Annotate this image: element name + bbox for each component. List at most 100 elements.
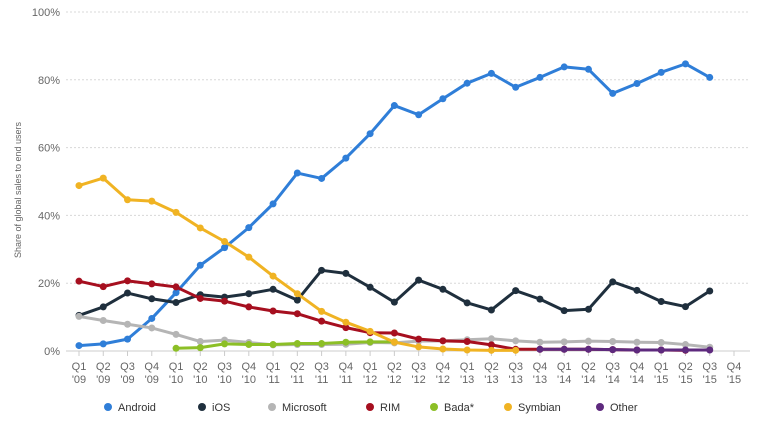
- data-point-microsoft[interactable]: [196, 338, 204, 346]
- data-point-other[interactable]: [609, 346, 617, 354]
- data-point-symbian[interactable]: [318, 307, 326, 315]
- data-point-android[interactable]: [366, 130, 374, 138]
- data-point-ios[interactable]: [439, 285, 447, 293]
- data-point-symbian[interactable]: [245, 253, 253, 261]
- legend[interactable]: Android iOS Microsoft RIM Bada* Symbian Other: [104, 402, 638, 414]
- data-point-android[interactable]: [318, 174, 326, 182]
- data-point-android[interactable]: [609, 89, 617, 97]
- data-point-rim[interactable]: [172, 283, 180, 291]
- data-point-rim[interactable]: [318, 317, 326, 325]
- data-point-rim[interactable]: [124, 277, 132, 285]
- data-point-microsoft[interactable]: [633, 338, 641, 346]
- data-point-other[interactable]: [560, 345, 568, 353]
- data-point-symbian[interactable]: [293, 290, 301, 298]
- data-point-ios[interactable]: [318, 266, 326, 274]
- data-point-rim[interactable]: [148, 280, 156, 288]
- data-point-bada[interactable]: [293, 340, 301, 348]
- data-point-rim[interactable]: [463, 338, 471, 346]
- data-point-rim[interactable]: [390, 329, 398, 337]
- data-point-other[interactable]: [681, 346, 689, 354]
- data-point-microsoft[interactable]: [560, 338, 568, 346]
- data-point-symbian[interactable]: [463, 346, 471, 354]
- data-point-android[interactable]: [463, 79, 471, 87]
- data-point-microsoft[interactable]: [681, 341, 689, 349]
- data-point-android[interactable]: [196, 261, 204, 269]
- data-point-rim[interactable]: [293, 310, 301, 318]
- data-point-rim[interactable]: [196, 294, 204, 302]
- data-point-symbian[interactable]: [415, 343, 423, 351]
- data-point-bada[interactable]: [172, 344, 180, 352]
- data-point-ios[interactable]: [463, 299, 471, 307]
- data-point-symbian[interactable]: [366, 327, 374, 335]
- data-point-ios[interactable]: [342, 269, 350, 277]
- data-point-ios[interactable]: [681, 303, 689, 311]
- data-point-microsoft[interactable]: [487, 335, 495, 343]
- data-point-microsoft[interactable]: [75, 312, 83, 320]
- data-point-symbian[interactable]: [439, 345, 447, 353]
- data-point-android[interactable]: [245, 224, 253, 232]
- data-point-ios[interactable]: [536, 295, 544, 303]
- data-point-android[interactable]: [681, 60, 689, 68]
- data-point-rim[interactable]: [269, 307, 277, 315]
- data-point-android[interactable]: [269, 200, 277, 208]
- data-point-ios[interactable]: [99, 303, 107, 311]
- data-point-microsoft[interactable]: [99, 316, 107, 324]
- data-point-other[interactable]: [657, 346, 665, 354]
- data-point-rim[interactable]: [439, 337, 447, 345]
- data-point-rim[interactable]: [487, 341, 495, 349]
- legend-item-android[interactable]: Android: [104, 402, 156, 414]
- data-point-ios[interactable]: [390, 298, 398, 306]
- data-point-ios[interactable]: [293, 296, 301, 304]
- legend-item-bada[interactable]: Bada*: [430, 402, 475, 414]
- data-point-symbian[interactable]: [124, 196, 132, 204]
- data-point-microsoft[interactable]: [148, 324, 156, 332]
- data-point-symbian[interactable]: [99, 174, 107, 182]
- data-point-rim[interactable]: [245, 303, 253, 311]
- data-point-android[interactable]: [75, 342, 83, 350]
- data-point-ios[interactable]: [148, 295, 156, 303]
- series-other[interactable]: [536, 345, 714, 354]
- data-point-android[interactable]: [512, 83, 520, 91]
- data-point-android[interactable]: [415, 111, 423, 119]
- series-bada[interactable]: [172, 338, 398, 352]
- data-point-ios[interactable]: [706, 287, 714, 295]
- data-point-ios[interactable]: [487, 306, 495, 314]
- data-point-rim[interactable]: [342, 324, 350, 332]
- data-point-android[interactable]: [560, 63, 568, 71]
- data-point-ios[interactable]: [609, 278, 617, 286]
- legend-item-rim[interactable]: RIM: [366, 402, 400, 414]
- data-point-android[interactable]: [536, 73, 544, 81]
- data-point-symbian[interactable]: [221, 238, 229, 245]
- data-point-bada[interactable]: [342, 338, 350, 346]
- data-point-other[interactable]: [633, 346, 641, 354]
- data-point-android[interactable]: [584, 65, 592, 73]
- data-point-android[interactable]: [172, 289, 180, 297]
- data-point-ios[interactable]: [245, 290, 253, 298]
- data-point-android[interactable]: [221, 244, 229, 252]
- data-point-ios[interactable]: [512, 287, 520, 295]
- legend-item-other[interactable]: Other: [596, 402, 638, 414]
- data-point-ios[interactable]: [172, 299, 180, 307]
- data-point-rim[interactable]: [415, 335, 423, 343]
- data-point-symbian[interactable]: [390, 338, 398, 346]
- data-point-ios[interactable]: [269, 285, 277, 293]
- data-point-android[interactable]: [706, 73, 714, 81]
- data-point-symbian[interactable]: [342, 318, 350, 326]
- data-point-android[interactable]: [633, 80, 641, 88]
- data-point-microsoft[interactable]: [512, 337, 520, 345]
- data-point-microsoft[interactable]: [124, 320, 132, 328]
- series-android[interactable]: [75, 60, 714, 350]
- data-point-microsoft[interactable]: [584, 337, 592, 345]
- data-point-android[interactable]: [390, 102, 398, 110]
- data-point-rim[interactable]: [221, 297, 229, 305]
- data-point-other[interactable]: [706, 346, 714, 354]
- data-point-bada[interactable]: [221, 340, 229, 348]
- data-point-ios[interactable]: [584, 305, 592, 313]
- legend-item-microsoft[interactable]: Microsoft: [268, 402, 327, 414]
- data-point-android[interactable]: [342, 154, 350, 162]
- data-point-android[interactable]: [124, 335, 132, 343]
- data-point-microsoft[interactable]: [657, 339, 665, 347]
- data-point-symbian[interactable]: [487, 346, 495, 354]
- series-ios[interactable]: [75, 266, 714, 319]
- data-point-ios[interactable]: [633, 286, 641, 294]
